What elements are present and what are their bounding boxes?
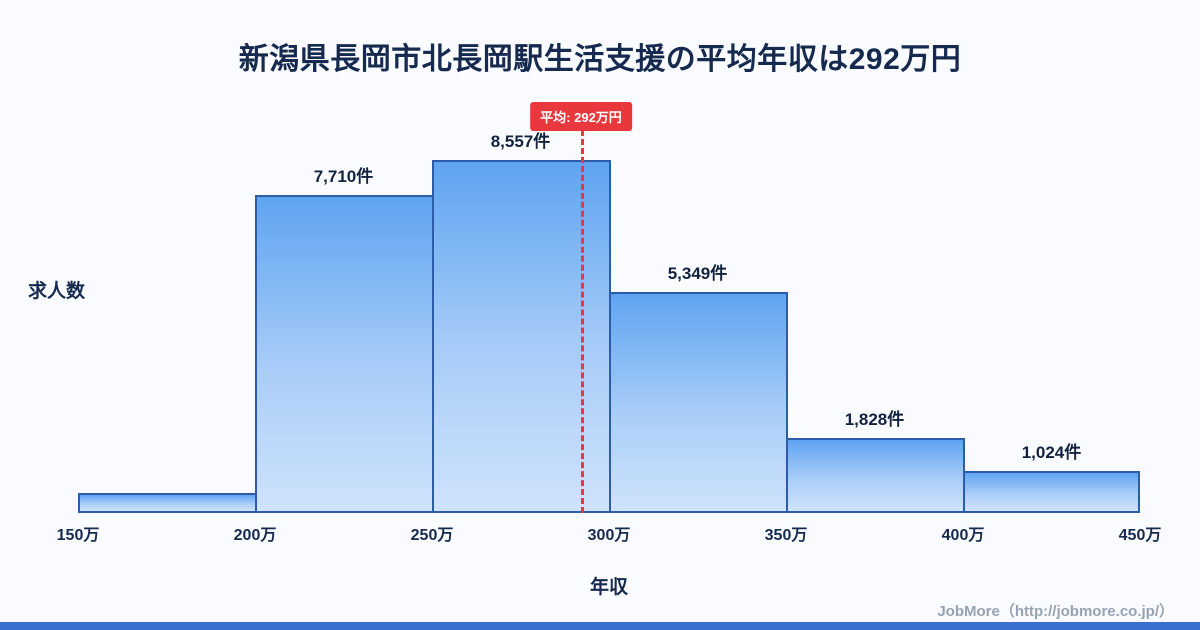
bar-value-label: 5,349件 (667, 264, 728, 283)
chart-title: 新潟県長岡市北長岡駅生活支援の平均年収は292万円 (238, 43, 962, 76)
x-axis-label: 年収 (589, 577, 628, 598)
y-axis-label: 求人数 (28, 281, 86, 302)
mean-badge: 平均: 292万円 (530, 102, 632, 131)
bar-value-label: 8,557件 (490, 132, 551, 151)
histogram-bar (432, 160, 611, 513)
x-axis-tick: 250万 (410, 527, 454, 544)
bottom-accent-bar (0, 622, 1200, 630)
x-axis-tick: 350万 (764, 527, 808, 544)
x-axis-tick: 400万 (941, 527, 985, 544)
mean-line (581, 130, 584, 513)
x-axis-tick: 300万 (587, 527, 631, 544)
footer-credit: JobMore（http://jobmore.co.jp/） (937, 603, 1174, 620)
histogram-bar (609, 292, 788, 513)
histogram-bar (78, 493, 257, 513)
salary-histogram: 7,710件 8,557件 5,349件 1,828件 1,024件 平均: 292万円… (57, 100, 1161, 544)
bar-value-label: 7,710件 (313, 167, 374, 186)
bar-value-label: 1,024件 (1021, 443, 1082, 462)
bar-value-label: 1,828件 (844, 410, 905, 429)
histogram-bar (963, 471, 1140, 513)
histogram-bar (786, 438, 965, 513)
x-axis-tick: 450万 (1118, 527, 1162, 544)
x-axis-tick: 200万 (233, 527, 277, 544)
histogram-bar (255, 195, 434, 513)
x-axis-tick: 150万 (56, 527, 100, 544)
